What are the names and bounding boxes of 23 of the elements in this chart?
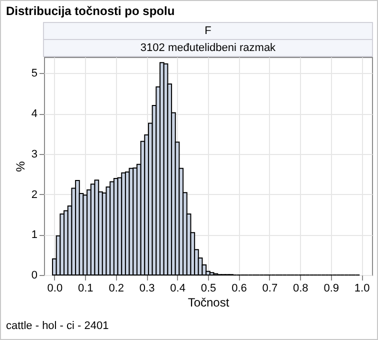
x-axis-title: Točnost <box>188 296 230 310</box>
x-tick-label: 0.9 <box>324 282 339 294</box>
x-tick-label: 0.2 <box>108 282 124 294</box>
x-tick-label: 0.8 <box>292 282 308 294</box>
x-tick-label: 1.0 <box>354 282 370 294</box>
y-tick-label: 4 <box>31 108 38 120</box>
y-tick-label: 3 <box>31 148 38 160</box>
text: cattle - hol - ci - 2401 <box>6 320 109 332</box>
y-tick-label: 2 <box>31 188 38 201</box>
chart-subtitle: F <box>43 22 373 40</box>
x-tick-label: 0.4 <box>170 282 186 294</box>
x-tick-label: 0.0 <box>47 282 63 294</box>
x-tick-label: 0.6 <box>232 282 247 294</box>
y-tick-label: 5 <box>31 68 38 80</box>
x-tick-label: 0.1 <box>78 282 94 294</box>
y-tick-label: 1 <box>31 229 38 242</box>
x-tick-label: 0.7 <box>262 282 278 294</box>
y-tick-label: 0 <box>31 270 38 282</box>
text: 3102 međutelidbeni razmak <box>43 39 373 57</box>
x-tick-label: 0.3 <box>139 282 155 294</box>
chart-title: Distribucija točnosti po spolu <box>6 4 175 18</box>
y-axis-title: % <box>13 160 28 172</box>
x-tick-label: 0.5 <box>200 282 216 294</box>
